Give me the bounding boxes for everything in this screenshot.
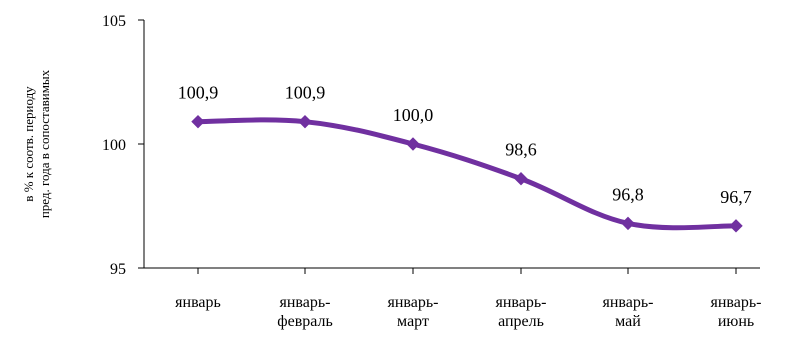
x-tick-label-line: январь- — [711, 294, 762, 311]
series-line-group — [195, 117, 739, 231]
series-markers — [191, 114, 743, 233]
data-point-label: 96,7 — [720, 187, 752, 207]
x-tick-label-line: апрель — [498, 313, 544, 330]
x-tick-label-line: май — [615, 313, 641, 330]
y-axis-title-line: пред. года в сопоставимых — [37, 69, 52, 218]
data-point-marker — [406, 137, 420, 151]
x-tick-label-line: март — [397, 313, 429, 330]
y-tick-label: 105 — [102, 13, 126, 30]
series-line — [195, 117, 739, 231]
x-tick-label: январь — [175, 294, 221, 311]
x-tick-label-line: январь- — [280, 294, 331, 311]
data-point-label: 100,0 — [393, 105, 434, 125]
data-point-marker — [729, 219, 743, 233]
data-point-marker — [621, 216, 635, 231]
data-point-label: 98,6 — [505, 140, 537, 160]
data-point-label: 96,8 — [612, 184, 644, 204]
x-tick-label-line: февраль — [277, 313, 333, 330]
x-tick-label-line: январь- — [388, 294, 439, 311]
data-point-label: 100,9 — [285, 83, 326, 103]
y-axis-title-text: в % к соотв. периодупред. года в сопоста… — [21, 69, 52, 218]
x-tick-label: январь-июнь — [711, 294, 762, 330]
x-tick-label-line: июнь — [718, 313, 754, 330]
x-tick-label: январь-апрель — [496, 294, 547, 330]
data-point-label: 100,9 — [178, 83, 219, 103]
data-point-marker — [191, 114, 205, 129]
x-tick-label-line: январь- — [496, 294, 547, 311]
x-tick-label-line: январь- — [603, 294, 654, 311]
x-tick-label: январь-май — [603, 294, 654, 330]
y-axis-ticks: 95 100 105 — [102, 13, 144, 278]
data-labels: 100,9 100,9 100,0 98,6 96,8 96,7 — [178, 83, 752, 207]
y-axis-title-line: в % к соотв. периоду — [21, 86, 36, 202]
x-tick-label: январь-март — [388, 294, 439, 330]
chart-axes — [143, 20, 760, 269]
data-point-marker — [514, 172, 528, 186]
y-tick-label: 95 — [110, 261, 126, 278]
x-tick-label-line: январь — [175, 294, 221, 311]
data-point-marker — [298, 114, 312, 129]
x-tick-label: январь-февраль — [277, 294, 333, 330]
y-axis-title: в % к соотв. периодупред. года в сопоста… — [21, 69, 52, 218]
y-tick-label: 100 — [102, 137, 126, 154]
x-axis-ticks: январь январь-февральянварь-мартянварь-ап… — [175, 268, 762, 330]
